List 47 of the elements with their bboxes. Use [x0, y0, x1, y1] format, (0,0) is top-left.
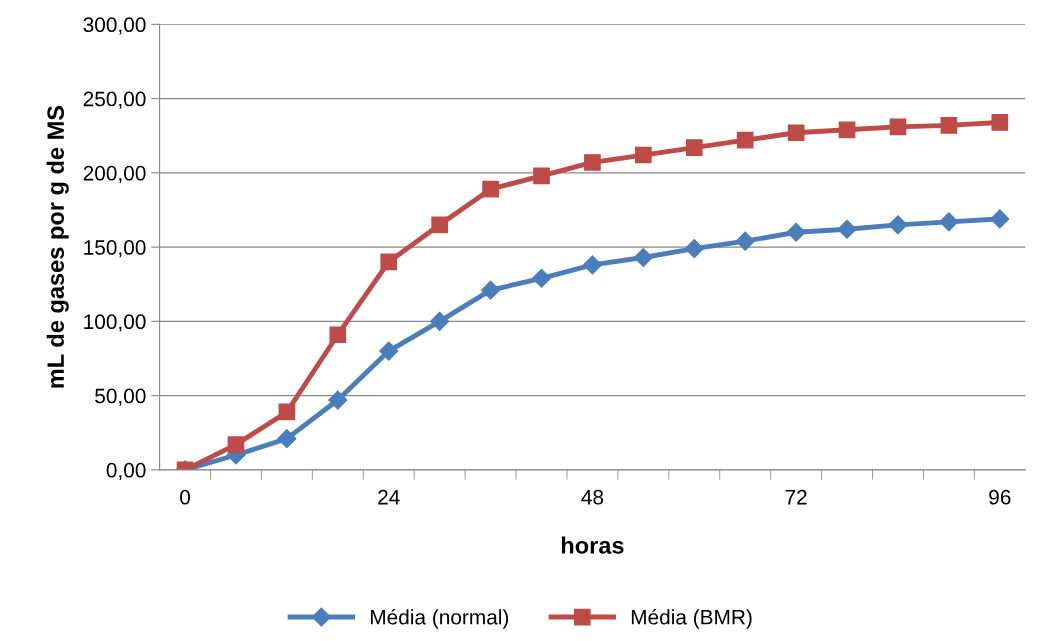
- y-tick-label: 150,00: [84, 240, 146, 258]
- point: [735, 231, 755, 251]
- x-tick-label: 24: [378, 489, 400, 505]
- point: [940, 117, 958, 134]
- y-tick-label: 0,00: [106, 462, 146, 481]
- legend-label: Média (normal): [370, 609, 509, 629]
- point: [481, 280, 501, 300]
- legend-label: Média (BMR): [631, 609, 752, 629]
- point: [786, 222, 806, 242]
- y-tick-label: 100,00: [84, 314, 146, 332]
- point: [431, 216, 448, 234]
- point: [888, 215, 908, 235]
- point: [685, 139, 703, 156]
- point: [380, 253, 398, 271]
- y-tick-label: 200,00: [83, 165, 146, 184]
- point: [482, 180, 499, 198]
- point: [533, 167, 550, 185]
- point: [430, 311, 450, 331]
- point: [379, 341, 399, 361]
- point: [329, 326, 347, 344]
- point: [227, 436, 245, 453]
- x-axis-title: horas: [561, 536, 624, 554]
- point: [736, 131, 754, 149]
- point: [684, 239, 704, 259]
- point: [582, 255, 602, 275]
- point: [633, 247, 653, 268]
- point: [990, 209, 1010, 229]
- point: [277, 429, 297, 449]
- point: [531, 268, 552, 288]
- y-tick-label: 250,00: [83, 91, 146, 109]
- x-tick-label: 48: [581, 489, 604, 505]
- point: [787, 124, 805, 142]
- point: [991, 114, 1009, 131]
- x-tick-label: 72: [785, 489, 807, 505]
- point: [838, 121, 856, 139]
- point: [889, 118, 907, 136]
- point: [328, 390, 348, 410]
- point: [939, 212, 959, 232]
- y-axis-title: mL de gases por g de MS: [46, 105, 69, 388]
- point: [584, 154, 601, 171]
- y-tick-label: 300,00: [83, 17, 146, 35]
- x-tick-label: 96: [989, 489, 1011, 505]
- y-tick-label: 50,00: [95, 388, 146, 406]
- point: [635, 146, 652, 164]
- point: [837, 219, 857, 239]
- x-tick-label: 0: [180, 489, 191, 505]
- point: [278, 403, 296, 421]
